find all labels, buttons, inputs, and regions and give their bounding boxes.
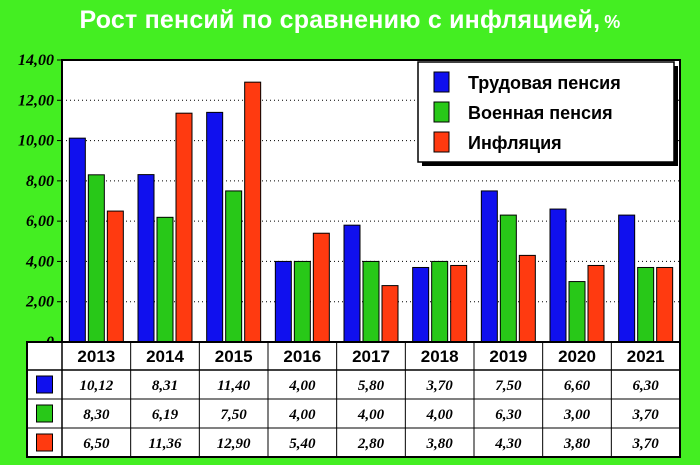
x-category-label: 2013 (77, 347, 115, 366)
bar-2013-series-1 (68, 137, 86, 343)
y-tick-label: 14,00 (18, 52, 54, 69)
legend-swatch (433, 131, 450, 153)
table-cell: 12,90 (217, 436, 251, 452)
bar-2018-series-2 (431, 260, 449, 343)
x-category-label: 2019 (489, 347, 527, 366)
table-cell: 7,50 (221, 407, 248, 423)
table-cell: 7,50 (495, 378, 522, 394)
legend-box (417, 61, 675, 163)
chart-title: Рост пенсий по сравнению с инфляцией,% (0, 6, 700, 35)
x-category-label: 2016 (283, 347, 321, 366)
table-cell: 11,40 (217, 378, 250, 394)
bar-2016-series-2 (293, 260, 311, 343)
table-series-swatch (36, 375, 53, 394)
table-cell: 6,30 (495, 407, 522, 423)
x-category-label: 2014 (146, 347, 184, 366)
legend-label: Военная пенсия (468, 103, 613, 123)
bar-2020-series-1 (549, 208, 567, 343)
table-cell: 8,30 (83, 407, 110, 423)
bar-2021-series-2 (637, 266, 655, 343)
chart-title-unit: % (604, 12, 621, 32)
bar-2014-series-2 (156, 216, 174, 343)
y-tick-label: 8,00 (26, 173, 54, 190)
legend-label: Трудовая пенсия (468, 73, 621, 93)
table-cell: 2,80 (357, 436, 385, 452)
table-series-swatch (36, 404, 53, 423)
x-category-label: 2018 (421, 347, 459, 366)
bar-2019-series-1 (480, 190, 498, 343)
legend-swatch (433, 101, 450, 123)
table-cell: 8,31 (152, 378, 178, 394)
bar-2017-series-1 (343, 224, 361, 343)
bar-2020-series-3 (587, 264, 605, 343)
table-cell: 6,50 (83, 436, 110, 452)
table-cell: 3,70 (632, 436, 660, 452)
legend-label: Инфляция (468, 133, 562, 153)
table-cell: 4,00 (288, 407, 316, 423)
bar-2015-series-2 (225, 190, 243, 343)
table-cell: 3,80 (563, 436, 591, 452)
y-tick-label: 4,00 (25, 253, 54, 270)
legend-swatch (433, 71, 450, 93)
x-category-label: 2017 (352, 347, 390, 366)
table-cell: 3,70 (426, 378, 454, 394)
bar-2017-series-3 (381, 285, 399, 343)
table-cell: 4,00 (426, 407, 454, 423)
bar-2013-series-3 (106, 210, 124, 343)
table-cell: 3,70 (632, 407, 660, 423)
data-table: 2013 2014 2015 2016 2017 2018 2019 2020 2021 10,1… (26, 341, 681, 458)
bar-2016-series-1 (274, 260, 292, 343)
table-cell: 11,36 (149, 436, 182, 452)
table-cell: 3,00 (563, 407, 591, 423)
table-cell: 6,60 (564, 378, 591, 394)
table-cell: 4,00 (357, 407, 385, 423)
bar-2013-series-2 (87, 174, 105, 343)
bar-2018-series-3 (450, 264, 468, 343)
table-cell: 6,30 (633, 378, 660, 394)
table-cell: 5,40 (289, 436, 316, 452)
bar-2018-series-1 (412, 266, 430, 343)
table-cell: 10,12 (79, 378, 113, 394)
x-category-label: 2021 (627, 347, 665, 366)
table-cell: 3,80 (426, 436, 454, 452)
legend: Трудовая пенсия Военная пенсия Инфляция (417, 61, 678, 166)
bar-2015-series-1 (206, 111, 224, 343)
bar-2021-series-1 (618, 214, 636, 343)
table-series-swatch (36, 433, 53, 452)
bar-2014-series-3 (175, 112, 193, 343)
table-cell: 5,80 (358, 378, 385, 394)
table-cell: 6,19 (152, 407, 179, 423)
bar-2019-series-3 (518, 254, 536, 343)
x-category-label: 2015 (215, 347, 253, 366)
bar-2015-series-3 (244, 81, 262, 343)
y-tick-label: 6,00 (26, 213, 54, 230)
bar-2016-series-3 (312, 232, 330, 343)
y-tick-label: 10,00 (18, 133, 54, 150)
bar-2017-series-2 (362, 260, 380, 343)
bar-2019-series-2 (499, 214, 517, 343)
chart-title-text: Рост пенсий по сравнению с инфляцией, (79, 6, 601, 34)
table-cell: 4,00 (288, 378, 316, 394)
y-tick-label: 2,00 (25, 294, 54, 311)
bar-2020-series-2 (568, 281, 586, 343)
bar-2021-series-3 (656, 266, 674, 343)
x-category-label: 2020 (558, 347, 596, 366)
bar-2014-series-1 (137, 174, 155, 343)
table-cell: 4,30 (494, 436, 522, 452)
y-tick-label: 12,00 (18, 92, 54, 109)
